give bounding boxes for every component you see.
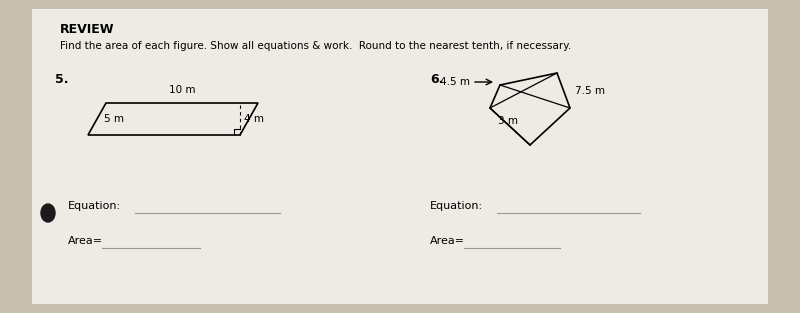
Text: Area=: Area= xyxy=(68,236,103,246)
Text: Equation:: Equation: xyxy=(68,201,121,211)
Text: 5 m: 5 m xyxy=(104,114,124,124)
Text: 7.5 m: 7.5 m xyxy=(575,85,605,95)
Text: REVIEW: REVIEW xyxy=(60,23,114,36)
Text: 6.: 6. xyxy=(430,73,443,86)
Ellipse shape xyxy=(41,204,55,222)
Text: 10 m: 10 m xyxy=(169,85,195,95)
Text: 4 m: 4 m xyxy=(244,114,264,124)
Text: Find the area of each figure. Show all equations & work.  Round to the nearest t: Find the area of each figure. Show all e… xyxy=(60,41,571,51)
Text: Area=: Area= xyxy=(430,236,465,246)
Text: Equation:: Equation: xyxy=(430,201,483,211)
Text: 4.5 m: 4.5 m xyxy=(440,77,470,87)
Text: 3 m: 3 m xyxy=(498,116,518,126)
Text: 5.: 5. xyxy=(55,73,69,86)
